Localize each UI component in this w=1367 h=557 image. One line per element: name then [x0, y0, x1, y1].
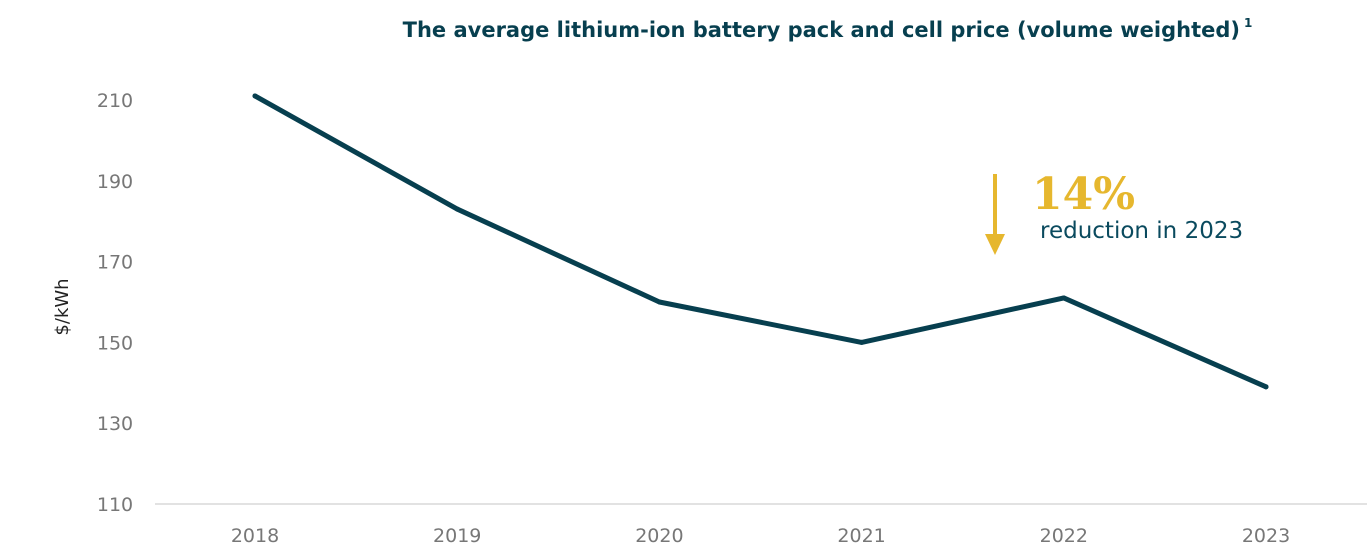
chart-title-text: The average lithium-ion battery pack and…	[402, 18, 1240, 42]
chart-title: The average lithium-ion battery pack and…	[0, 16, 1367, 42]
y-axis-label: $/kWh	[52, 278, 73, 335]
data-point	[1263, 384, 1269, 390]
x-tick-label: 2022	[1040, 525, 1088, 547]
data-point	[252, 93, 258, 99]
annotation-value: 14%	[1032, 169, 1135, 220]
data-point	[859, 339, 865, 345]
data-point	[454, 206, 460, 212]
y-tick-label: 190	[97, 171, 133, 193]
title-footnote: 1	[1244, 16, 1253, 30]
y-tick-label: 130	[97, 413, 133, 435]
x-tick-label: 2019	[433, 525, 481, 547]
y-tick-label: 150	[97, 332, 133, 354]
series-points	[252, 93, 1269, 390]
down-arrow-icon	[985, 234, 1005, 255]
y-tick-label: 210	[97, 90, 133, 112]
x-tick-label: 2023	[1242, 525, 1290, 547]
annotation: 14% reduction in 2023	[985, 169, 1243, 255]
data-point	[1061, 295, 1067, 301]
annotation-text: reduction in 2023	[1040, 218, 1243, 244]
y-axis-ticks: 210 190 170 150 130 110	[97, 90, 133, 516]
data-point	[656, 299, 662, 305]
x-axis-ticks: 2018 2019 2020 2021 2022 2023	[231, 525, 1290, 547]
y-tick-label: 110	[97, 494, 133, 516]
x-tick-label: 2020	[635, 525, 683, 547]
x-tick-label: 2018	[231, 525, 279, 547]
x-tick-label: 2021	[837, 525, 885, 547]
y-tick-label: 170	[97, 252, 133, 274]
series-line	[252, 93, 1269, 390]
